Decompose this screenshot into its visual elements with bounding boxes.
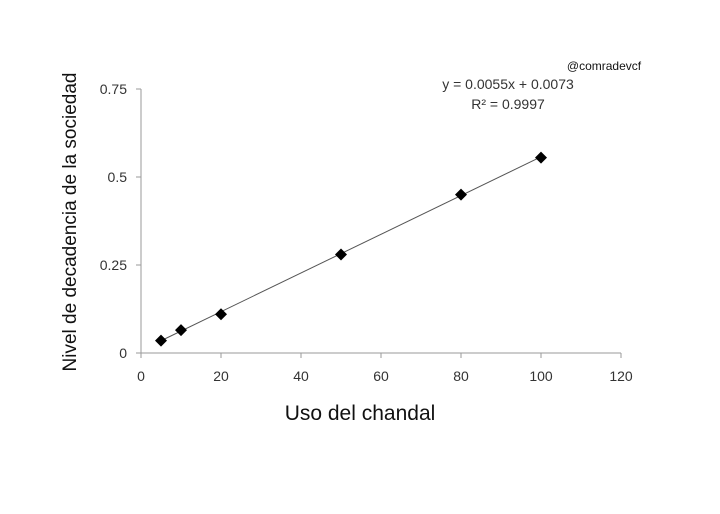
x-tick-label: 120 [609,368,633,384]
data-point [215,308,227,321]
r-squared-label: R² = 0.9997 [471,96,545,112]
y-tick-label: 0.5 [108,169,128,185]
data-point [535,151,547,164]
watermark-handle: @comradevcf [567,59,642,73]
y-axis-ticks: 0 0.25 0.5 0.75 [100,81,141,361]
x-tick-label: 0 [137,368,145,384]
x-tick-label: 40 [293,368,309,384]
trendline-equation: y = 0.0055x + 0.0073 [442,76,574,92]
data-point [335,248,347,261]
y-tick-label: 0.75 [100,81,127,97]
x-tick-label: 60 [373,368,389,384]
y-axis-title: Nivel de decadencia de la sociedad [60,73,81,372]
data-point [175,324,187,337]
x-axis-ticks: 0 20 40 60 80 100 120 [137,353,633,384]
data-point [455,188,467,201]
x-tick-label: 100 [529,368,553,384]
y-tick-label: 0 [119,345,127,361]
data-point [155,334,167,347]
x-axis-title: Uso del chandal [285,402,436,425]
axes [140,89,621,354]
trendline [160,156,542,342]
y-tick-label: 0.25 [100,257,127,273]
data-points [155,151,547,347]
x-tick-label: 80 [453,368,469,384]
trendline-group [160,156,542,342]
x-tick-label: 20 [213,368,229,384]
